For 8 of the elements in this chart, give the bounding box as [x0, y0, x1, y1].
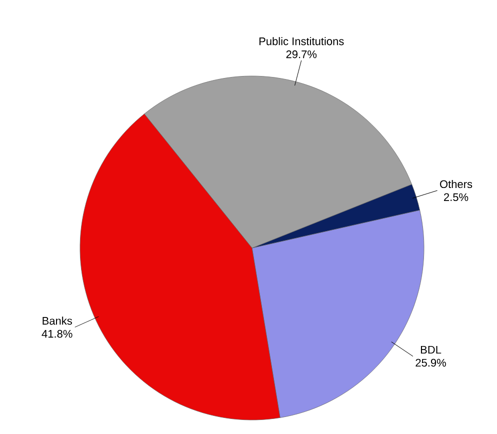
data-label: 2.5%: [444, 193, 468, 202]
data-label: 29.7%: [286, 50, 317, 58]
data-label: 41.8%: [42, 330, 72, 338]
slice-label: Others: [440, 180, 472, 188]
slice-label: BDL: [420, 346, 442, 354]
slice-label: Public Institutions: [259, 37, 344, 46]
data-label: 25.9%: [416, 358, 446, 367]
slice-label: Banks: [42, 316, 72, 325]
